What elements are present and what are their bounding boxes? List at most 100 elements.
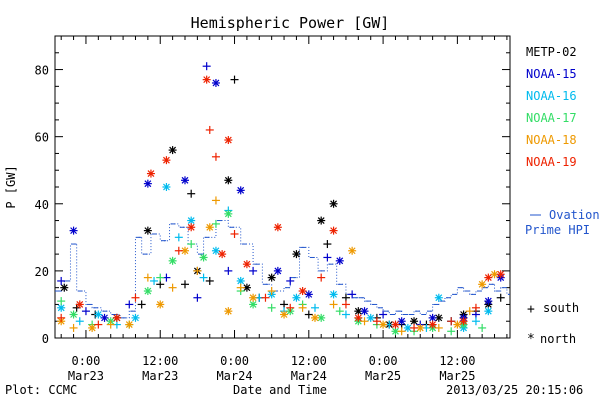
south-marker: [69, 323, 78, 332]
x-axis: 0:00Mar2312:00Mar230:00Mar2412:00Mar240:…: [60, 36, 508, 383]
north-marker: [75, 300, 84, 309]
y-tick-label: 80: [35, 64, 49, 78]
south-marker: [57, 297, 66, 306]
x-axis-label: Date and Time: [233, 383, 327, 397]
north-marker: [428, 320, 437, 329]
north-marker: [379, 320, 388, 329]
south-marker: [168, 283, 177, 292]
north-marker: [69, 310, 78, 319]
north-marker: [484, 307, 493, 316]
south-marker: [211, 152, 220, 161]
south-marker: [496, 293, 505, 302]
south-marker: [304, 310, 313, 319]
x-tick-label-date: Mar23: [142, 369, 178, 383]
ovation-legend-label-line2: Prime HPI: [525, 223, 590, 237]
south-marker: [211, 196, 220, 205]
north-marker: [484, 297, 493, 306]
north-marker: [335, 256, 344, 265]
south-marker: [137, 300, 146, 309]
south-marker: [465, 307, 474, 316]
north-marker-label: north: [540, 332, 576, 346]
north-marker: [88, 323, 97, 332]
x-tick-label-time: 12:00: [291, 354, 327, 368]
south-marker: [329, 300, 338, 309]
north-marker: [459, 317, 468, 326]
north-marker: [218, 250, 227, 259]
north-marker: [168, 146, 177, 155]
legend-entry: NOAA-18: [526, 133, 577, 147]
north-marker: [156, 300, 165, 309]
north-marker: [60, 283, 69, 292]
south-marker: [249, 266, 258, 275]
north-marker: [304, 290, 313, 299]
south-marker: [211, 219, 220, 228]
legend-entry: NOAA-17: [526, 111, 577, 125]
north-marker: [403, 323, 412, 332]
north-marker: [329, 199, 338, 208]
north-marker: [242, 260, 251, 269]
x-tick-label-time: 0:00: [369, 354, 398, 368]
south-marker: [447, 317, 456, 326]
north-marker: [205, 223, 214, 232]
y-tick-label: 20: [35, 265, 49, 279]
south-marker: [224, 266, 233, 275]
north-marker: [69, 226, 78, 235]
north-marker: [434, 313, 443, 322]
south-marker: [230, 75, 239, 84]
north-marker: [496, 270, 505, 279]
south-marker: [311, 303, 319, 312]
x-tick-label-date: Mar23: [68, 369, 104, 383]
north-marker: [143, 226, 152, 235]
north-marker: [187, 216, 196, 225]
north-marker: [57, 303, 66, 312]
south-marker: [150, 276, 159, 285]
chart-title: Hemispheric Power [GW]: [191, 14, 390, 32]
north-marker: [224, 136, 233, 145]
south-marker: [341, 293, 350, 302]
south-marker: [75, 317, 84, 326]
ovation-step-line: [55, 220, 510, 319]
x-tick-label-time: 0:00: [220, 354, 249, 368]
south-marker: [341, 300, 350, 309]
north-marker: [366, 313, 375, 322]
south-marker: [335, 307, 344, 316]
south-marker-label: south: [543, 301, 579, 315]
y-axis-label: P [GW]: [4, 165, 18, 208]
south-marker: [205, 125, 214, 134]
south-marker: [286, 303, 295, 312]
north-marker: [202, 75, 211, 84]
south-marker: [143, 273, 152, 282]
south-marker: [471, 317, 480, 326]
north-marker: [434, 293, 443, 302]
north-marker: [311, 313, 319, 322]
north-marker: [329, 290, 338, 299]
north-marker: [112, 313, 121, 322]
north-marker: [224, 209, 233, 218]
north-marker: [224, 307, 233, 316]
north-marker: [292, 250, 301, 259]
south-marker: [187, 189, 196, 198]
south-marker: [193, 293, 202, 302]
south-marker: [471, 310, 480, 319]
south-marker: [106, 320, 115, 329]
south-marker: [57, 313, 66, 322]
south-marker: [261, 293, 270, 302]
south-marker: [174, 233, 183, 242]
x-tick-label-date: Mar24: [291, 369, 327, 383]
north-marker: [143, 287, 152, 296]
north-marker: [146, 169, 155, 178]
legend-entry: NOAA-16: [526, 89, 577, 103]
north-marker: [484, 273, 493, 282]
x-tick-label-time: 12:00: [142, 354, 178, 368]
north-marker: [236, 186, 245, 195]
plot-credit: Plot: CCMC: [5, 383, 77, 397]
north-marker: [273, 266, 282, 275]
south-marker: [323, 253, 332, 262]
south-marker: [447, 327, 456, 336]
north-marker: [360, 307, 369, 316]
y-axis: 0 20 40 60 80: [35, 35, 510, 346]
south-marker: [298, 303, 307, 312]
south-marker: [125, 300, 134, 309]
x-tick-label-date: Mar25: [365, 369, 401, 383]
